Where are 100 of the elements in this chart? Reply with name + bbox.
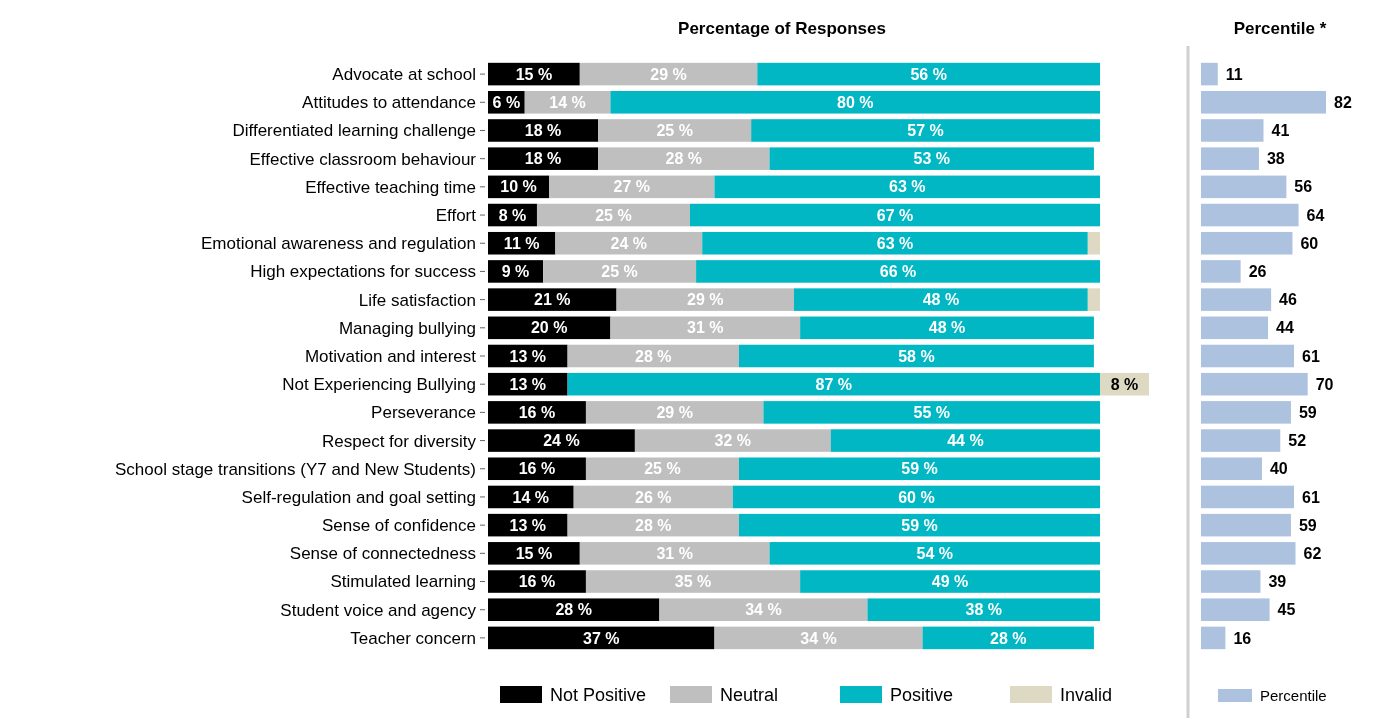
bar: [922, 626, 1094, 650]
data-label: 56 %: [910, 65, 947, 83]
y-tick-label: Perseverance: [371, 403, 476, 423]
data-label: 31 %: [687, 319, 724, 337]
bar: [488, 626, 715, 650]
bar: [1201, 429, 1281, 452]
data-label: 59 %: [901, 460, 938, 478]
bar: [585, 401, 764, 424]
bar: [598, 147, 770, 170]
data-label: 52: [1288, 432, 1307, 450]
y-tick-label: Self-regulation and goal setting: [241, 487, 476, 507]
data-label: 57 %: [907, 122, 944, 140]
data-label: 34 %: [745, 601, 782, 619]
bar: [1201, 91, 1326, 114]
bar: [549, 175, 715, 199]
bar: [579, 542, 770, 565]
y-tick-label: Sense of confidence: [321, 516, 476, 536]
legend-label: Not Positive: [550, 685, 647, 706]
data-label: 29 %: [656, 403, 693, 421]
data-label: 37 %: [582, 629, 620, 647]
data-label: 48 %: [928, 319, 966, 337]
bar: [738, 344, 1094, 368]
y-tick-label: Managing bullying: [338, 318, 476, 338]
data-label: 16: [1233, 629, 1252, 647]
bar: [1201, 401, 1291, 424]
bar: [800, 570, 1101, 593]
data-label: 16 %: [518, 460, 556, 478]
bar: [702, 231, 1088, 255]
bar: [598, 119, 752, 142]
data-label: 80 %: [836, 93, 874, 111]
data-label: 32 %: [714, 432, 752, 450]
bar: [616, 288, 795, 311]
bar: [1201, 203, 1299, 227]
bar: [714, 175, 1101, 199]
bar: [573, 485, 733, 509]
bar: [488, 401, 586, 424]
bar: [1201, 513, 1291, 537]
bar: [585, 570, 801, 593]
y-tick-label: Effective classroom behaviour: [249, 149, 477, 169]
data-label: 40: [1269, 460, 1288, 478]
bar: [689, 203, 1101, 227]
bar: [1201, 316, 1269, 340]
data-label: 14 %: [549, 93, 586, 111]
bar: [867, 598, 1101, 621]
data-label: 8 %: [1110, 375, 1139, 393]
data-label: 27 %: [613, 178, 651, 196]
data-label: 18 %: [524, 150, 562, 168]
data-label: 63 %: [876, 234, 914, 252]
bar: [488, 457, 586, 481]
data-label: 59: [1298, 516, 1317, 534]
data-label: 34 %: [800, 629, 837, 647]
bar: [714, 626, 923, 650]
legend-label: Invalid: [1060, 685, 1113, 706]
data-label: 25 %: [601, 263, 638, 281]
y-tick-label: Differentiated learning challenge: [232, 121, 476, 141]
y-tick-label: High expectations for success: [250, 262, 476, 282]
data-label: 82: [1334, 93, 1352, 111]
data-label: 56: [1294, 178, 1313, 196]
data-label: 18 %: [524, 122, 562, 140]
chart-title: Percentage of Responses: [678, 19, 886, 38]
bar: [567, 344, 739, 368]
data-label: 62: [1303, 544, 1322, 562]
data-label: 20 %: [530, 319, 568, 337]
data-label: 13 %: [509, 516, 547, 534]
data-label: 28 %: [635, 516, 672, 534]
y-tick-label: Effective teaching time: [305, 177, 476, 197]
bar: [738, 457, 1101, 481]
y-tick-label: School stage transitions (Y7 and New Students): [115, 459, 476, 479]
data-label: 60 %: [898, 488, 935, 506]
bar: [1201, 457, 1262, 481]
bar: [769, 147, 1094, 170]
data-label: 10 %: [500, 178, 537, 196]
bar: [488, 429, 635, 452]
bar: [1201, 119, 1264, 142]
data-label: 8 %: [498, 206, 527, 224]
data-label: 15 %: [515, 544, 553, 562]
y-tick-label: Emotional awareness and regulation: [200, 234, 476, 254]
data-label: 39: [1268, 573, 1287, 591]
bar: [751, 119, 1101, 142]
bar: [555, 231, 703, 255]
y-tick-label: Attitudes to attendance: [302, 93, 476, 113]
data-label: 46: [1279, 291, 1298, 309]
bar: [1201, 485, 1294, 509]
data-label: 11 %: [503, 234, 540, 252]
bar: [567, 513, 739, 537]
bar: [1087, 231, 1101, 255]
data-label: 41: [1271, 122, 1290, 140]
bar: [1201, 288, 1272, 311]
bar: [567, 372, 1101, 396]
y-tick-label: Respect for diversity: [322, 431, 477, 451]
bar: [488, 542, 580, 565]
bar: [488, 147, 599, 170]
legend-label: Percentile: [1260, 687, 1327, 705]
bar: [634, 429, 831, 452]
data-label: 29 %: [687, 291, 724, 309]
data-label: 61: [1301, 488, 1320, 506]
bar: [488, 288, 617, 311]
y-tick-label: Life satisfaction: [358, 290, 476, 310]
data-label: 15 %: [515, 65, 553, 83]
data-label: 26: [1248, 263, 1267, 281]
